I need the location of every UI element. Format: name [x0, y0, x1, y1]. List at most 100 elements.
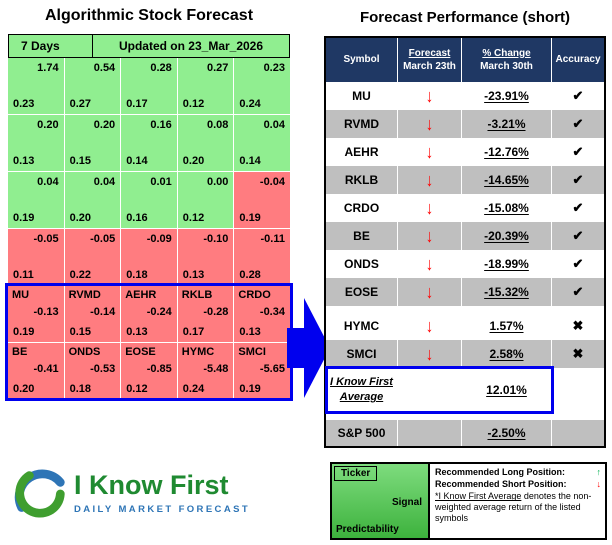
- signal-value: 0.04: [263, 119, 285, 131]
- signal-value: 0.20: [37, 119, 59, 131]
- symbol: RVMD: [326, 110, 398, 138]
- percent-change: 2.58%: [489, 347, 524, 361]
- col-header-change: % Change March 30th: [462, 38, 552, 82]
- predictability-value: 0.28: [239, 269, 261, 281]
- legend-ticker-label: Ticker: [334, 466, 378, 481]
- heatmap-cell: RVMD -0.14 0.15: [64, 286, 121, 342]
- heatmap-cell: 1.74 0.23: [8, 58, 64, 114]
- percent-change: -23.91%: [484, 89, 529, 103]
- heatmap-cell: 0.08 0.20: [177, 115, 234, 171]
- percent-change: 1.57%: [489, 319, 524, 333]
- heatmap-cell: 0.23 0.24: [234, 58, 290, 114]
- down-arrow-icon: ↓: [425, 253, 434, 275]
- col-header-accuracy: Accuracy: [552, 38, 604, 82]
- legend-signal-label: Signal: [391, 497, 422, 508]
- change-cell: -15.32%: [462, 278, 552, 306]
- performance-row: ONDS ↓ -18.99% ✔: [326, 250, 604, 278]
- performance-table: Symbol Forecast March 23th % Change March …: [324, 36, 606, 448]
- logo-tagline: DAILY MARKET FORECAST: [74, 503, 251, 515]
- heatmap-cell: 0.04 0.19: [8, 172, 64, 228]
- heatmap-cell: 0.04 0.14: [234, 115, 290, 171]
- heatmap-cell: ONDS -0.53 0.18: [64, 343, 121, 399]
- percent-change: -14.65%: [484, 173, 529, 187]
- accuracy-mark: [552, 368, 604, 412]
- accuracy-mark: ✔: [572, 256, 584, 271]
- predictability-value: 0.18: [69, 383, 92, 395]
- header-symbol-label: Symbol: [343, 54, 380, 66]
- signal-value: -5.48: [203, 363, 229, 375]
- symbol: HYMC: [326, 312, 398, 340]
- change-cell: -3.21%: [462, 110, 552, 138]
- heatmap-cell: -0.11 0.28: [234, 229, 290, 285]
- predictability-value: 0.19: [239, 212, 261, 224]
- heatmap-cell: HYMC -5.48 0.24: [177, 343, 234, 399]
- change-cell: -23.91%: [462, 82, 552, 110]
- predictability-value: 0.14: [239, 155, 261, 167]
- legend-note-underlined: *I Know First Average: [435, 491, 522, 502]
- predictability-value: 0.24: [182, 383, 205, 395]
- accuracy-mark: ✔: [572, 144, 584, 159]
- left-panel-title: Algorithmic Stock Forecast: [44, 7, 254, 24]
- legend-descriptions: Recommended Long Position: ↑ Recommended…: [430, 464, 605, 538]
- signal-value: 0.28: [150, 62, 172, 74]
- heatmap-cell: SMCI -5.65 0.19: [234, 343, 290, 399]
- signal-value: -0.04: [259, 176, 285, 188]
- predictability-value: 0.16: [126, 212, 148, 224]
- forecast-cell: ↓: [398, 194, 462, 222]
- forecast-cell: ↓: [398, 110, 462, 138]
- predictability-value: 0.14: [126, 155, 148, 167]
- percent-change: -18.99%: [484, 257, 529, 271]
- down-arrow-icon: ↓: [596, 478, 602, 489]
- percent-change: -15.32%: [484, 285, 529, 299]
- performance-row: BE ↓ -20.39% ✔: [326, 222, 604, 250]
- performance-row: RKLB ↓ -14.65% ✔: [326, 166, 604, 194]
- predictability-value: 0.24: [239, 98, 261, 110]
- ticker-label: RVMD: [68, 289, 101, 301]
- legend-short-line: Recommended Short Position: ↓: [435, 479, 601, 491]
- heatmap-cell: -0.05 0.11: [8, 229, 64, 285]
- down-arrow-icon: ↓: [425, 113, 434, 135]
- signal-value: -0.10: [203, 233, 229, 245]
- predictability-value: 0.27: [69, 98, 92, 110]
- performance-row: CRDO ↓ -15.08% ✔: [326, 194, 604, 222]
- signal-value: -0.53: [90, 363, 116, 375]
- ticker-label: MU: [12, 289, 30, 301]
- heatmap-cell: 0.04 0.20: [64, 172, 121, 228]
- logo-text: I Know First: [74, 470, 229, 501]
- predictability-value: 0.19: [13, 326, 35, 338]
- symbol: EOSE: [326, 278, 398, 306]
- benchmark-return: -2.50%: [487, 426, 526, 440]
- legend: Ticker Signal Predictability Recommended…: [330, 462, 607, 540]
- accuracy-mark: ✔: [572, 88, 584, 103]
- predictability-value: 0.19: [13, 212, 35, 224]
- predictability-value: 0.20: [69, 212, 92, 224]
- percent-change: -15.08%: [484, 201, 529, 215]
- legend-note: *I Know First Average denotes the non-we…: [435, 491, 601, 523]
- predictability-value: 0.22: [69, 269, 92, 281]
- heatmap-cell: 0.01 0.16: [121, 172, 177, 228]
- accuracy-mark: ✖: [572, 346, 584, 361]
- change-cell: -20.39%: [462, 222, 552, 250]
- signal-value: -0.11: [260, 233, 285, 245]
- predictability-value: 0.23: [13, 98, 35, 110]
- predictability-value: 0.13: [13, 155, 35, 167]
- heatmap-cell: AEHR -0.24 0.13: [121, 286, 177, 342]
- signal-value: 1.74: [37, 62, 59, 74]
- percent-change: -12.76%: [484, 145, 529, 159]
- row-separator: [326, 412, 604, 420]
- predictability-value: 0.15: [69, 326, 92, 338]
- heatmap-cell: 0.28 0.17: [121, 58, 177, 114]
- header-forecast-label: Forecast: [408, 47, 451, 59]
- predictability-value: 0.13: [126, 326, 148, 338]
- average-label-line1: I Know First: [330, 376, 393, 389]
- heatmap-cell: 0.20 0.13: [8, 115, 64, 171]
- forecast-cell: [398, 368, 462, 412]
- change-cell: -14.65%: [462, 166, 552, 194]
- predictability-value: 0.18: [126, 269, 148, 281]
- forecast-cell: ↓: [398, 222, 462, 250]
- heatmap-cell: RKLB -0.28 0.17: [177, 286, 234, 342]
- signal-value: -0.05: [90, 233, 116, 245]
- ticker-label: BE: [12, 346, 28, 358]
- row-separator: [326, 306, 604, 312]
- iknowfirst-logo: I Know First DAILY MARKET FORECAST: [10, 463, 250, 523]
